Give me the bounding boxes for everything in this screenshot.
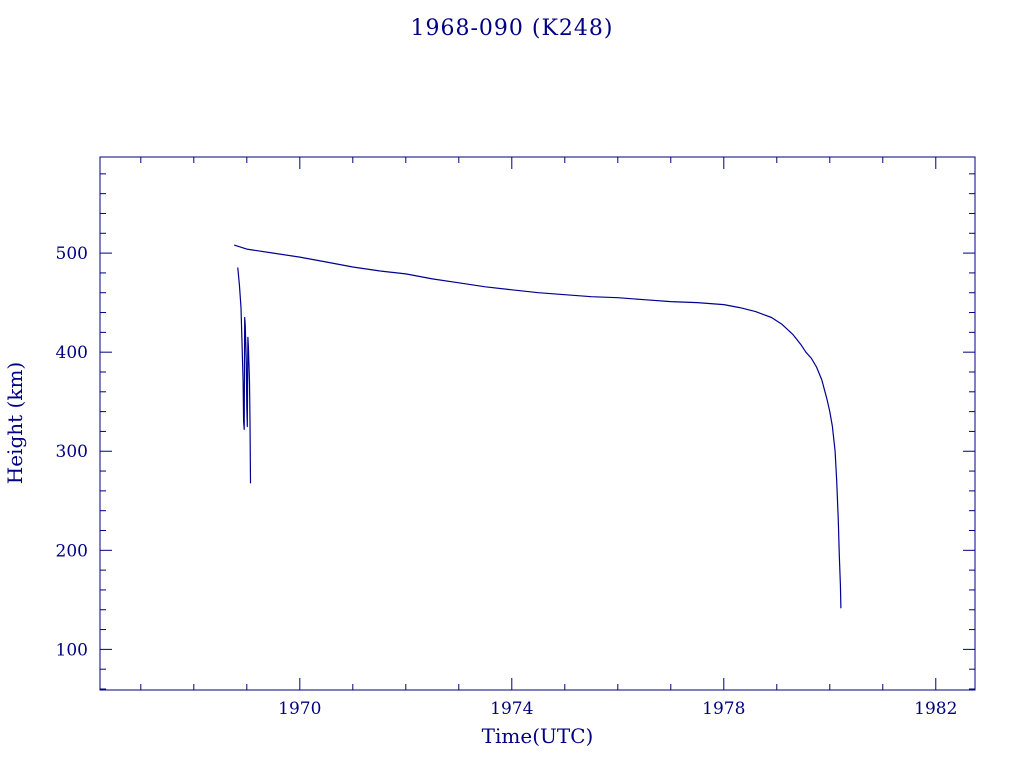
y-tick-label: 100 [56, 640, 88, 660]
series-payload-decay [234, 244, 842, 609]
y-tick-label: 400 [56, 343, 88, 363]
chart-title: 1968-090 (K248) [410, 16, 614, 41]
x-tick-label: 1974 [490, 699, 533, 719]
x-tick-label: 1978 [702, 699, 745, 719]
x-axis-label: Time(UTC) [481, 724, 594, 748]
x-tick-label: 1982 [914, 699, 957, 719]
series-fragment-decay [237, 267, 252, 484]
y-tick-label: 200 [56, 541, 88, 561]
x-tick-label: 1970 [278, 699, 321, 719]
y-tick-label: 500 [56, 244, 88, 264]
y-tick-label: 300 [56, 442, 88, 462]
